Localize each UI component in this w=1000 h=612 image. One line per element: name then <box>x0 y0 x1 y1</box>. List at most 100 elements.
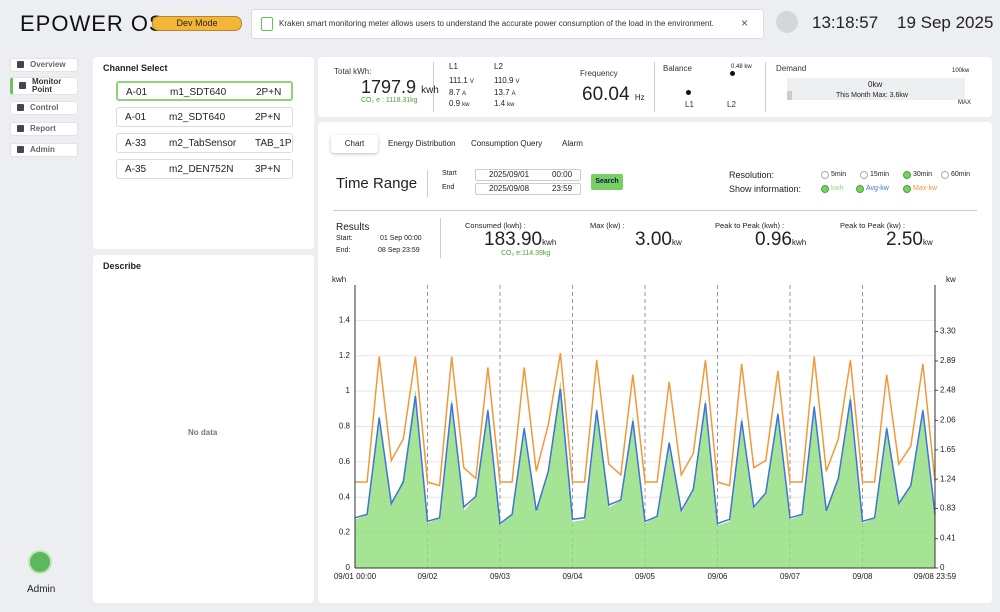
y2-tick-label: 2.48 <box>940 385 956 394</box>
radio-label[interactable]: 60min <box>951 171 971 178</box>
unit: V <box>515 79 520 85</box>
tab[interactable]: Chart <box>331 135 378 153</box>
panel-title: Describe <box>103 261 142 271</box>
y-tick-label: 0.4 <box>339 492 351 501</box>
channel-row[interactable]: A-01 m2_SDT640 2P+N <box>116 107 293 127</box>
x-tick-label: 09/05 <box>635 572 656 581</box>
y-tick-label: 1.2 <box>339 351 351 360</box>
legend-label[interactable]: kwh <box>831 185 844 192</box>
clock: 13:18:57 <box>812 13 879 32</box>
start-input[interactable]: 2025/09/01 00:00 <box>475 169 581 181</box>
stat-label: Total kWh: <box>334 67 372 76</box>
checkbox[interactable] <box>903 185 911 193</box>
line-power: 0.9 kw <box>449 99 469 108</box>
channel-cell: m1_SDT640 <box>170 87 227 98</box>
nav-icon <box>17 125 24 132</box>
divider <box>765 62 766 112</box>
radio-label[interactable]: 5min <box>831 171 847 178</box>
nav-item[interactable]: Admin <box>10 143 78 157</box>
y-tick-label: 0 <box>346 563 351 572</box>
channel-row[interactable]: A-35 m2_DEN752N 3P+N <box>116 159 293 179</box>
y2-tick-label: 0 <box>940 563 945 572</box>
user-icon[interactable] <box>28 550 52 574</box>
legend-label[interactable]: Max-kw <box>913 185 938 192</box>
value: 60.04 <box>582 84 630 105</box>
notice-box: Kraken smart monitoring meter allows use… <box>251 9 764 39</box>
divider <box>440 218 441 258</box>
value: 13.7 <box>494 88 510 97</box>
radio[interactable] <box>821 171 829 179</box>
unit: kwh <box>791 238 807 247</box>
y2-tick-label: 2.89 <box>940 356 956 365</box>
balance-dot <box>686 90 691 95</box>
metric-label: Max (kw) : <box>590 221 625 230</box>
nav-item[interactable]: Control <box>10 101 78 115</box>
describe-panel <box>93 255 314 603</box>
tab[interactable]: Energy Distribution <box>388 139 456 148</box>
stat-value: 1797.9 kwh <box>361 77 439 98</box>
end-label: End <box>442 184 455 191</box>
y-tick-label: 0.2 <box>339 528 351 537</box>
channel-cell: m2_SDT640 <box>169 112 226 123</box>
value: 2.50 <box>886 229 923 250</box>
line-name: L2 <box>494 62 503 71</box>
metric-value: 0.96kwh <box>755 229 806 251</box>
date: 2025/09/01 <box>489 170 530 179</box>
results-value: 01 Sep 00:00 <box>380 235 422 242</box>
channel-cell: A-35 <box>125 164 147 175</box>
radio-label[interactable]: 30min <box>913 171 933 178</box>
close-button[interactable]: × <box>741 16 749 30</box>
checkbox[interactable] <box>821 185 829 193</box>
search-button[interactable]: Search <box>591 174 623 190</box>
results-value: 08 Sep 23:59 <box>378 247 420 254</box>
channel-row[interactable]: A-33 m2_TabSensor TAB_1P <box>116 133 293 153</box>
nav-item[interactable]: Report <box>10 122 78 136</box>
metric-value: 183.90kwh <box>484 229 556 251</box>
channel-cell: A-01 <box>125 112 147 123</box>
y-tick-label: 0.8 <box>339 422 351 431</box>
radio[interactable] <box>941 171 949 179</box>
avatar[interactable] <box>776 11 798 33</box>
scale-max: 100kw <box>952 68 970 74</box>
stat-label: Frequency <box>580 69 618 78</box>
unit: V <box>469 79 474 85</box>
line-voltage: 111.1 V <box>449 76 474 85</box>
x-tick-label: 09/06 <box>707 572 728 581</box>
y2-tick-label: 0.83 <box>940 504 956 513</box>
radio-label[interactable]: 15min <box>870 171 890 178</box>
dev-badge[interactable]: Dev Mode <box>152 16 242 31</box>
y2-tick-label: 3.30 <box>940 327 956 336</box>
metric-label: Peak to Peak (kwh) : <box>715 221 785 230</box>
end-input[interactable]: 2025/09/08 23:59 <box>475 183 581 195</box>
stat-value: 60.04 Hz <box>582 84 645 106</box>
metric-label: Peak to Peak (kw) : <box>840 221 906 230</box>
time: 00:00 <box>552 170 573 179</box>
divider <box>654 62 655 112</box>
balance-dot <box>730 71 735 76</box>
tab[interactable]: Consumption Query <box>471 139 543 148</box>
channel-cell: TAB_1P <box>255 138 292 149</box>
demand-current: 0kw <box>868 80 883 89</box>
legend-label[interactable]: Avg-kw <box>866 185 889 192</box>
value: 183.90 <box>484 229 543 250</box>
channel-cell: A-33 <box>125 138 147 149</box>
y2-axis-title: kw <box>946 275 956 284</box>
unit: kwh <box>542 238 557 247</box>
x-tick-label: 09/02 <box>417 572 438 581</box>
line <box>354 388 936 526</box>
radio[interactable] <box>903 171 911 179</box>
channel-row[interactable]: A-01 m1_SDT640 2P+N <box>116 81 293 101</box>
demand-bar <box>787 78 965 100</box>
x-tick-label: 09/07 <box>780 572 801 581</box>
unit: A <box>511 91 516 97</box>
unit: kwh <box>421 85 439 96</box>
radio[interactable] <box>860 171 868 179</box>
nav-item[interactable]: Monitor Point <box>10 77 78 95</box>
tab[interactable]: Alarm <box>562 139 583 148</box>
x-tick-label: 09/01 00:00 <box>334 572 377 581</box>
metric-value: 3.00kw <box>635 229 682 251</box>
balance-label: L1 <box>685 100 694 109</box>
channel-panel <box>93 57 314 249</box>
checkbox[interactable] <box>856 185 864 193</box>
nav-item[interactable]: Overview <box>10 58 78 72</box>
